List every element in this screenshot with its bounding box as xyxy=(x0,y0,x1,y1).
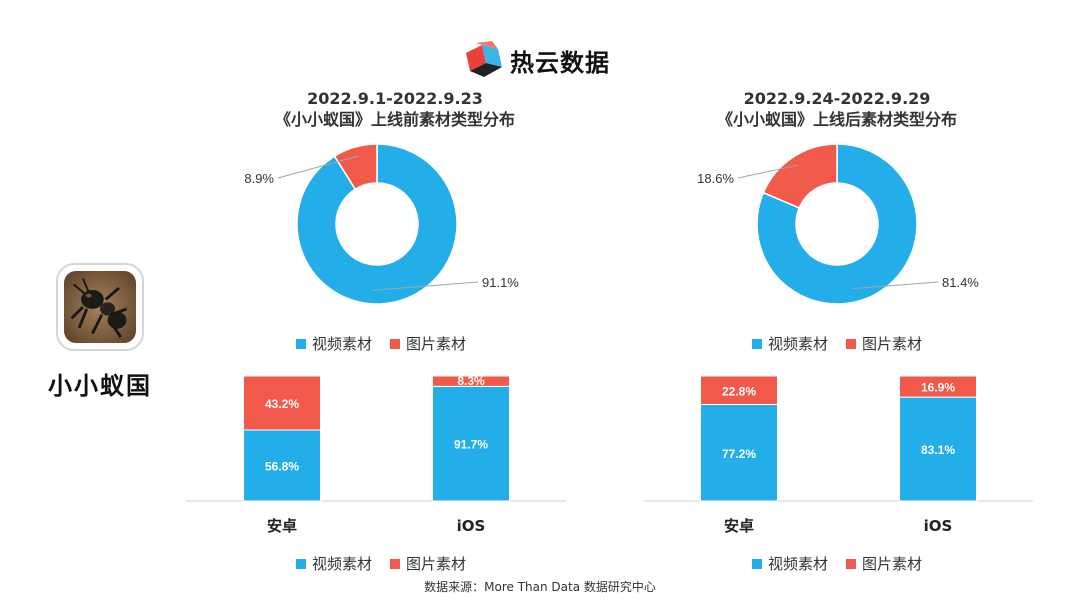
legend-label-video: 视频素材 xyxy=(768,335,829,353)
donut-slice-image xyxy=(762,143,838,209)
legend-item-video: 视频素材 xyxy=(296,333,372,354)
legend-label-video: 视频素材 xyxy=(312,555,373,573)
bar-label-video-1: 91.7% xyxy=(454,438,488,452)
chart-title-date-range: 2022.9.1-2022.9.23 xyxy=(307,89,483,108)
chart-title-date-range: 2022.9.24-2022.9.29 xyxy=(743,89,931,108)
bar-legend-before: 视频素材 图片素材 xyxy=(296,553,484,574)
category-label-0: 安卓 xyxy=(267,517,297,535)
app-icon xyxy=(56,263,144,351)
donut-label-image: 18.6% xyxy=(697,171,734,186)
brand-header: 热云数据 xyxy=(462,40,610,80)
leader-line-image xyxy=(737,164,799,179)
legend-label-image: 图片素材 xyxy=(406,555,467,573)
donut-label-video: 91.1% xyxy=(482,275,519,290)
bar-label-image-1: 16.9% xyxy=(921,381,955,395)
donut-slice-image xyxy=(333,143,378,191)
leader-line-video xyxy=(852,281,939,290)
legend-item-image: 图片素材 xyxy=(390,333,466,354)
stacked-bar-chart-after-launch: 77.2% 22.8% 安卓 83.1% 16.9% iOS xyxy=(643,375,1033,535)
legend-item-image: 图片素材 xyxy=(846,333,922,354)
legend-swatch-image xyxy=(846,338,857,349)
bar-segment-video-1 xyxy=(899,396,977,502)
brand-logo-icon xyxy=(466,41,502,77)
bar-segment-image-1 xyxy=(899,375,977,398)
bar-segment-image-0 xyxy=(243,375,321,431)
legend-swatch-image xyxy=(390,558,401,569)
bar-label-image-0: 43.2% xyxy=(265,397,299,411)
bar-label-video-0: 56.8% xyxy=(265,460,299,474)
bar-segment-video-0 xyxy=(700,404,778,502)
bar-label-video-1: 83.1% xyxy=(921,443,955,457)
bar-segment-video-1 xyxy=(432,385,510,502)
legend-swatch-video xyxy=(296,338,306,349)
legend-label-video: 视频素材 xyxy=(768,555,829,573)
bar-label-image-0: 22.8% xyxy=(722,384,756,398)
app-name: 小小蚁国 xyxy=(48,372,152,400)
donut-label-video: 81.4% xyxy=(942,275,979,290)
bar-label-image-1: 8.3% xyxy=(457,374,485,388)
donut-slice-video xyxy=(756,143,918,305)
bar-label-video-0: 77.2% xyxy=(722,447,756,461)
ant-image-icon xyxy=(64,271,136,343)
chart-title-text: 《小小蚁国》上线前素材类型分布 xyxy=(274,110,515,129)
donut-legend-after: 视频素材 图片素材 xyxy=(752,333,940,354)
legend-item-video: 视频素材 xyxy=(752,333,828,354)
category-label-0: 安卓 xyxy=(724,517,754,535)
bar-segment-image-0 xyxy=(700,375,778,405)
donut-slice-video xyxy=(296,143,458,305)
bar-segment-image-1 xyxy=(432,375,510,387)
bar-segment-video-0 xyxy=(243,429,321,502)
donut-chart-after-launch: 81.4% 18.6% xyxy=(697,143,979,305)
data-source-note: 数据来源：More Than Data 数据研究中心 xyxy=(424,580,656,594)
bar-legend-after: 视频素材 图片素材 xyxy=(752,553,940,574)
brand-name: 热云数据 xyxy=(510,48,610,77)
legend-label-image: 图片素材 xyxy=(862,335,923,353)
stacked-bar-chart-before-launch: 56.8% 43.2% 安卓 91.7% 8.3% iOS xyxy=(186,374,566,535)
donut-label-image: 8.9% xyxy=(244,171,274,186)
legend-swatch-video xyxy=(752,558,762,569)
leader-line-video xyxy=(372,281,479,291)
donut-legend-before: 视频素材 图片素材 xyxy=(296,333,484,354)
legend-item-video: 视频素材 xyxy=(296,553,372,574)
legend-swatch-image xyxy=(846,558,857,569)
chart-title-after-launch: 2022.9.24-2022.9.29 《小小蚁国》上线后素材类型分布 xyxy=(647,88,1027,130)
legend-label-image: 图片素材 xyxy=(406,335,467,353)
legend-swatch-video xyxy=(296,558,306,569)
category-label-1: iOS xyxy=(457,517,486,535)
donut-chart-before-launch: 91.1% 8.9% xyxy=(244,143,519,305)
chart-title-before-launch: 2022.9.1-2022.9.23 《小小蚁国》上线前素材类型分布 xyxy=(205,88,585,130)
legend-label-image: 图片素材 xyxy=(862,555,923,573)
legend-item-image: 图片素材 xyxy=(390,553,466,574)
chart-title-text: 《小小蚁国》上线后素材类型分布 xyxy=(716,110,957,129)
legend-swatch-image xyxy=(390,338,401,349)
category-label-1: iOS xyxy=(924,517,953,535)
legend-label-video: 视频素材 xyxy=(312,335,373,353)
legend-item-image: 图片素材 xyxy=(846,553,922,574)
leader-line-image xyxy=(277,155,358,179)
legend-swatch-video xyxy=(752,338,762,349)
legend-item-video: 视频素材 xyxy=(752,553,828,574)
